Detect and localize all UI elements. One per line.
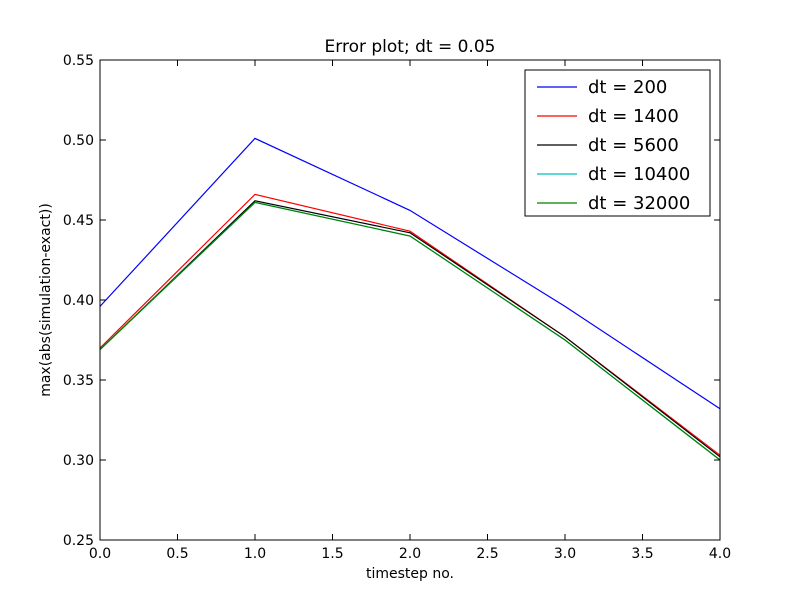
y-axis-label: max(abs(simulation-exact)) [38, 203, 54, 397]
x-tick-label-6: 3.0 [554, 546, 576, 562]
chart-title: Error plot; dt = 0.05 [325, 37, 496, 57]
series-line-0 [99, 137, 721, 410]
y-tick-label-4: 0.45 [63, 213, 94, 229]
x-tick-label-3: 1.5 [321, 546, 343, 562]
y-tick-label-1: 0.30 [63, 453, 94, 469]
x-axis-label: timestep no. [366, 566, 454, 582]
y-tick-label-0: 0.25 [63, 533, 94, 549]
y-tick-label-6: 0.55 [63, 53, 94, 69]
legend-box [524, 69, 711, 217]
legend-label-0: dt = 200 [588, 77, 667, 98]
legend-label-2: dt = 5600 [588, 135, 679, 156]
series-line-2 [99, 200, 721, 458]
legend-label-1: dt = 1400 [588, 106, 679, 127]
series-layer [99, 137, 721, 461]
y-tick-label-3: 0.40 [63, 293, 94, 309]
x-tick-label-2: 1.0 [244, 546, 266, 562]
legend: dt = 200 dt = 1400 dt = 5600 dt = 10400 dt =… [524, 69, 711, 217]
x-tick-label-8: 4.0 [709, 546, 731, 562]
legend-label-4: dt = 32000 [588, 193, 690, 214]
legend-label-3: dt = 10400 [588, 164, 690, 185]
y-tick-label-5: 0.50 [63, 133, 94, 149]
x-axis-ticks: 0.0 0.5 1.0 1.5 2.0 2.5 3.0 3.5 4.0 [89, 60, 731, 562]
x-tick-label-5: 2.5 [476, 546, 498, 562]
y-tick-label-2: 0.35 [63, 373, 94, 389]
x-tick-label-7: 3.5 [631, 546, 653, 562]
x-tick-label-4: 2.0 [399, 546, 421, 562]
series-line-4 [99, 201, 721, 461]
x-tick-label-0: 0.0 [89, 546, 111, 562]
y-axis-ticks: 0.25 0.30 0.35 0.40 0.45 0.50 0.55 [63, 53, 720, 549]
x-tick-label-1: 0.5 [166, 546, 188, 562]
